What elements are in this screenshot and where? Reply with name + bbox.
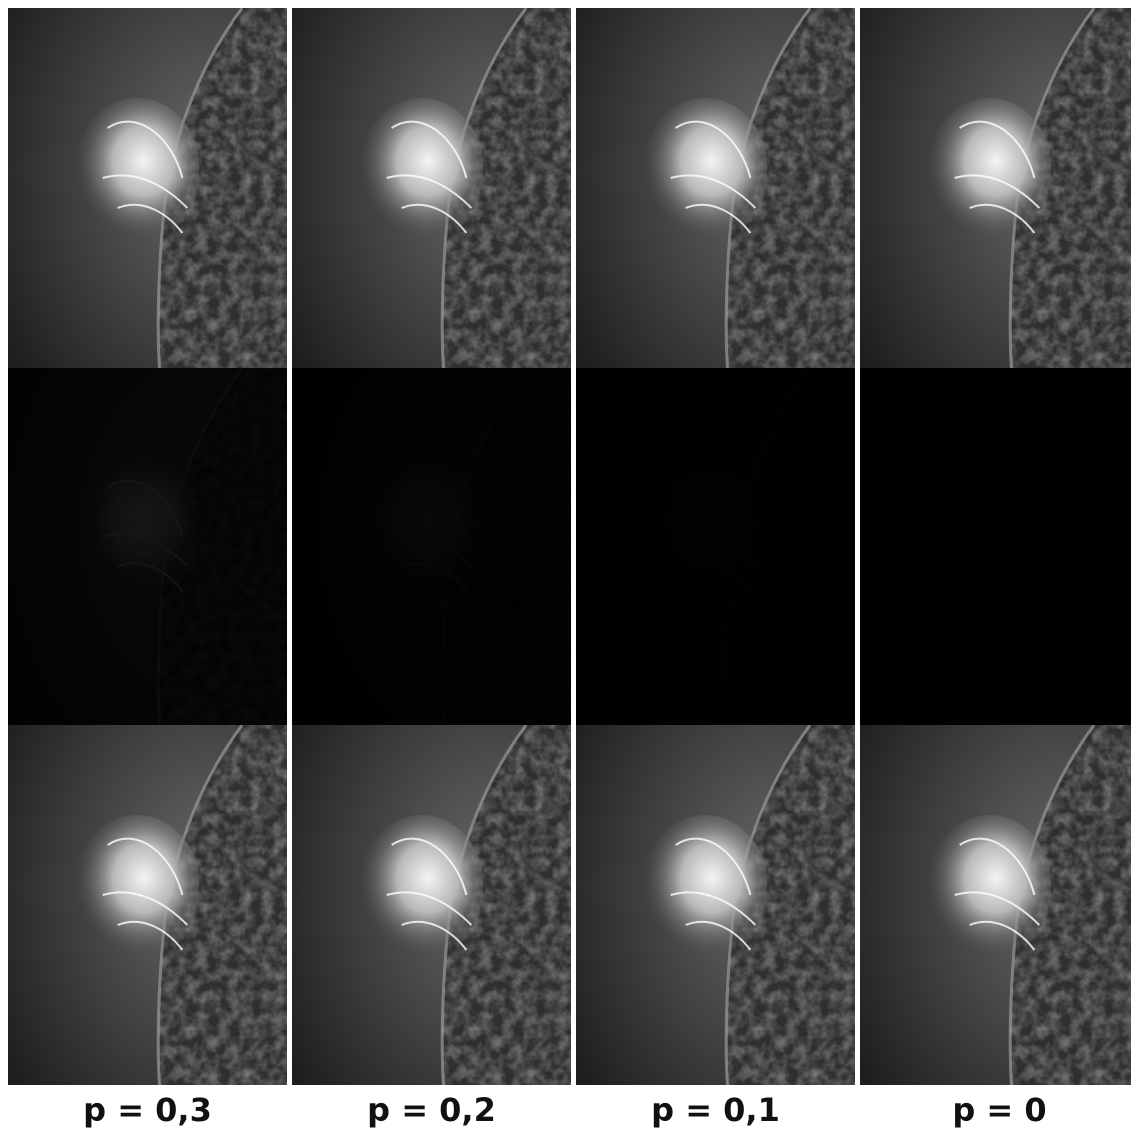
- solar-image: [292, 725, 571, 1085]
- solar-image: [860, 725, 1131, 1085]
- column-label: p = 0: [952, 1091, 1046, 1129]
- solar-image: [292, 8, 571, 368]
- column-label: p = 0,1: [651, 1091, 780, 1129]
- solar-image: [860, 368, 1131, 725]
- solar-image: [860, 8, 1131, 368]
- figure: p = 0,3 p = 0,2 p = 0,1 p = 0: [0, 0, 1131, 1135]
- solar-image: [576, 368, 855, 725]
- solar-image: [292, 368, 571, 725]
- solar-image: [576, 8, 855, 368]
- solar-image: [576, 725, 855, 1085]
- solar-image: [8, 368, 287, 725]
- solar-image: [8, 725, 287, 1085]
- column-label: p = 0,2: [367, 1091, 496, 1129]
- solar-image: [8, 8, 287, 368]
- column-label: p = 0,3: [83, 1091, 212, 1129]
